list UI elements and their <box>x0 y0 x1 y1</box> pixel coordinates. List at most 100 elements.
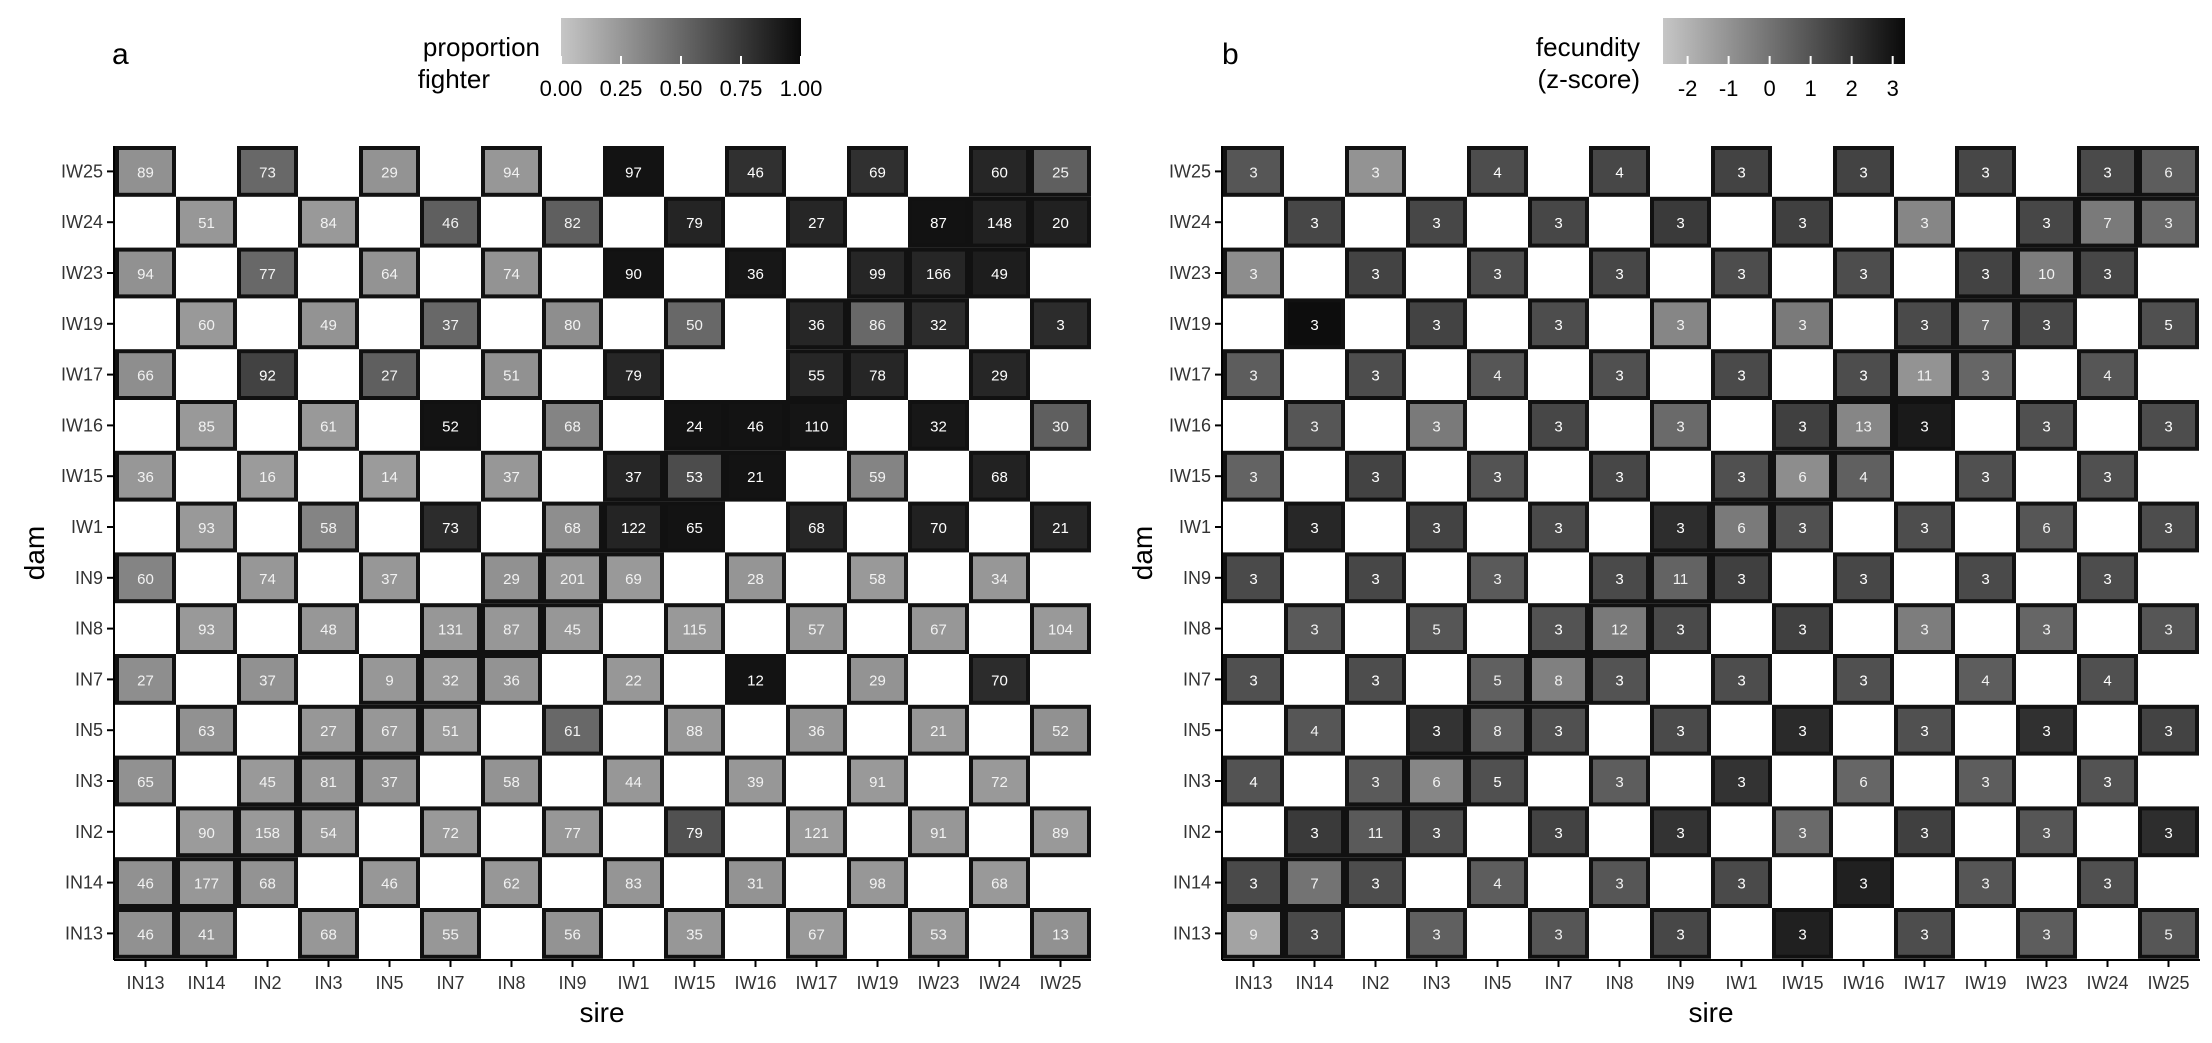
cell: 3 <box>1894 400 1955 451</box>
cell: 6 <box>1833 755 1894 807</box>
cell: 3 <box>1467 450 1528 502</box>
cell-count-label: 3 <box>2103 876 2111 893</box>
cell-tile <box>1345 349 1406 401</box>
cell-count-label: 3 <box>1920 317 1928 334</box>
cell: 62 <box>481 857 542 909</box>
cell: 5 <box>1467 755 1528 807</box>
cell: 3 <box>1955 755 2016 807</box>
cell-tile <box>1833 654 1894 705</box>
cell-tile <box>1589 654 1650 705</box>
cell-tile <box>481 146 542 197</box>
cell-count-label: 3 <box>1981 876 1989 893</box>
legend-title-a-line2: fighter <box>418 64 491 94</box>
cell-tile <box>1467 349 1528 401</box>
cell: 72 <box>420 806 481 858</box>
cell-tile <box>786 196 847 248</box>
cell-tile <box>2077 450 2138 502</box>
cell-count-label: 72 <box>442 825 459 842</box>
cell-count-label: 12 <box>1611 622 1628 639</box>
x-axis-label-a: sire <box>579 997 624 1028</box>
cell-count-label: 3 <box>1798 215 1806 232</box>
cell-count-label: 3 <box>1676 317 1684 334</box>
cell-tile <box>1528 501 1589 553</box>
panel-label-a: a <box>112 38 129 71</box>
cell-tile <box>969 146 1030 197</box>
cell-tile <box>1711 857 1772 909</box>
cell-tile <box>298 908 359 959</box>
y-tick-label: IW16 <box>61 415 103 435</box>
cell: 49 <box>969 247 1030 299</box>
cell-tile <box>725 400 786 451</box>
cell: 3 <box>1650 704 1711 756</box>
cell-count-label: 48 <box>320 622 337 639</box>
cell: 13 <box>1030 908 1091 959</box>
x-tick-label: IW15 <box>673 973 715 993</box>
cell-tile <box>1894 349 1955 401</box>
legend-ticks-b: -2 -1 0 1 2 3 <box>1678 56 1899 101</box>
cell: 97 <box>603 146 664 197</box>
cell-count-label: 58 <box>503 774 520 791</box>
cell-count-label: 65 <box>137 774 154 791</box>
cell: 74 <box>481 247 542 299</box>
cell: 52 <box>1030 704 1091 756</box>
cell: 6 <box>2016 501 2077 553</box>
cell: 3 <box>1406 704 1467 756</box>
cell-tile <box>1284 501 1345 553</box>
cell-tile <box>847 857 908 909</box>
cell: 78 <box>847 349 908 401</box>
cell: 3 <box>1589 654 1650 705</box>
cell-count-label: 3 <box>1676 418 1684 435</box>
y-tick-label: IW19 <box>61 314 103 334</box>
cell-count-label: 3 <box>1371 571 1379 588</box>
cell: 3 <box>2016 196 2077 248</box>
cell-tile <box>1345 146 1406 197</box>
cell-count-label: 92 <box>259 368 276 385</box>
cell-count-label: 3 <box>1432 317 1440 334</box>
cell-tile <box>2016 603 2077 655</box>
cell: 3 <box>1711 450 1772 502</box>
cell: 3 <box>1772 196 1833 248</box>
cell-count-label: 110 <box>805 418 829 435</box>
cell-count-label: 36 <box>808 317 825 334</box>
cell-tile <box>176 908 237 959</box>
cell: 3 <box>1894 603 1955 655</box>
cell: 3 <box>1833 857 1894 909</box>
cell: 3 <box>1833 552 1894 604</box>
cell-count-label: 3 <box>1371 368 1379 385</box>
cell-tile <box>481 654 542 705</box>
cell-count-label: 36 <box>137 469 154 486</box>
cell-tile <box>1589 247 1650 299</box>
cell-count-label: 73 <box>442 520 459 537</box>
cell: 4 <box>1223 755 1284 807</box>
cell-tile <box>664 196 725 248</box>
cell-tile <box>542 704 603 756</box>
cell: 37 <box>603 450 664 502</box>
cell-count-label: 68 <box>991 469 1008 486</box>
cell: 50 <box>664 298 725 350</box>
legend-tick-label: 0.00 <box>540 76 583 101</box>
cell-count-label: 3 <box>2042 418 2050 435</box>
cell: 3 <box>1955 349 2016 401</box>
cell-tile <box>115 755 176 807</box>
cell-count-label: 3 <box>1676 622 1684 639</box>
cell-count-label: 3 <box>1859 571 1867 588</box>
cell-count-label: 7 <box>2103 215 2111 232</box>
cell-tile <box>603 654 664 705</box>
cell-tile <box>359 704 420 756</box>
cell: 3 <box>1223 552 1284 604</box>
cell: 3 <box>2016 806 2077 858</box>
cell-count-label: 14 <box>381 469 398 486</box>
cell-tile <box>1223 450 1284 502</box>
cell: 6 <box>2138 146 2199 197</box>
cell-count-label: 3 <box>1798 926 1806 943</box>
cell-tile <box>1528 400 1589 451</box>
y-tick-label: IW19 <box>1169 314 1211 334</box>
cell-count-label: 3 <box>1737 774 1745 791</box>
cell-tile <box>1894 806 1955 858</box>
cell-tile <box>420 806 481 858</box>
cell: 3 <box>2077 247 2138 299</box>
cell-tile <box>1955 654 2016 705</box>
cell-tile <box>786 298 847 350</box>
cell: 3 <box>2016 704 2077 756</box>
cell-count-label: 72 <box>991 774 1008 791</box>
